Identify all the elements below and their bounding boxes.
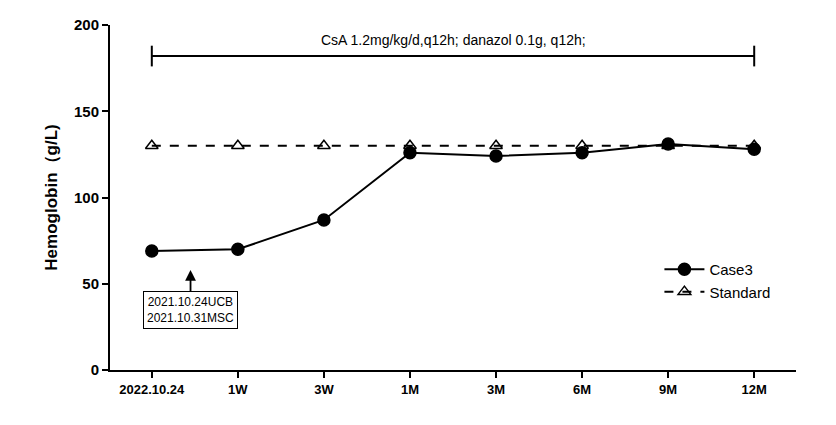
svg-text:1W: 1W <box>228 382 248 397</box>
svg-text:50: 50 <box>82 275 99 292</box>
svg-text:0: 0 <box>91 361 99 378</box>
svg-text:Hemoglobin（g/L): Hemoglobin（g/L) <box>42 124 61 270</box>
svg-text:CsA 1.2mg/kg/d,q12h; danazol 0: CsA 1.2mg/kg/d,q12h; danazol 0.1g, q12h; <box>321 32 586 48</box>
svg-text:12M: 12M <box>742 382 767 397</box>
svg-text:3M: 3M <box>487 382 505 397</box>
svg-text:6M: 6M <box>573 382 591 397</box>
svg-text:150: 150 <box>74 103 99 120</box>
svg-text:9M: 9M <box>659 382 677 397</box>
svg-text:Case3: Case3 <box>709 261 752 278</box>
svg-text:200: 200 <box>74 16 99 33</box>
svg-text:Standard: Standard <box>709 284 770 301</box>
svg-text:1M: 1M <box>401 382 419 397</box>
svg-text:2022.10.24: 2022.10.24 <box>119 382 185 397</box>
svg-text:100: 100 <box>74 189 99 206</box>
svg-text:2021.10.24UCB2021.10.31MSC: 2021.10.24UCB2021.10.31MSC <box>147 295 234 325</box>
svg-text:3W: 3W <box>314 382 334 397</box>
